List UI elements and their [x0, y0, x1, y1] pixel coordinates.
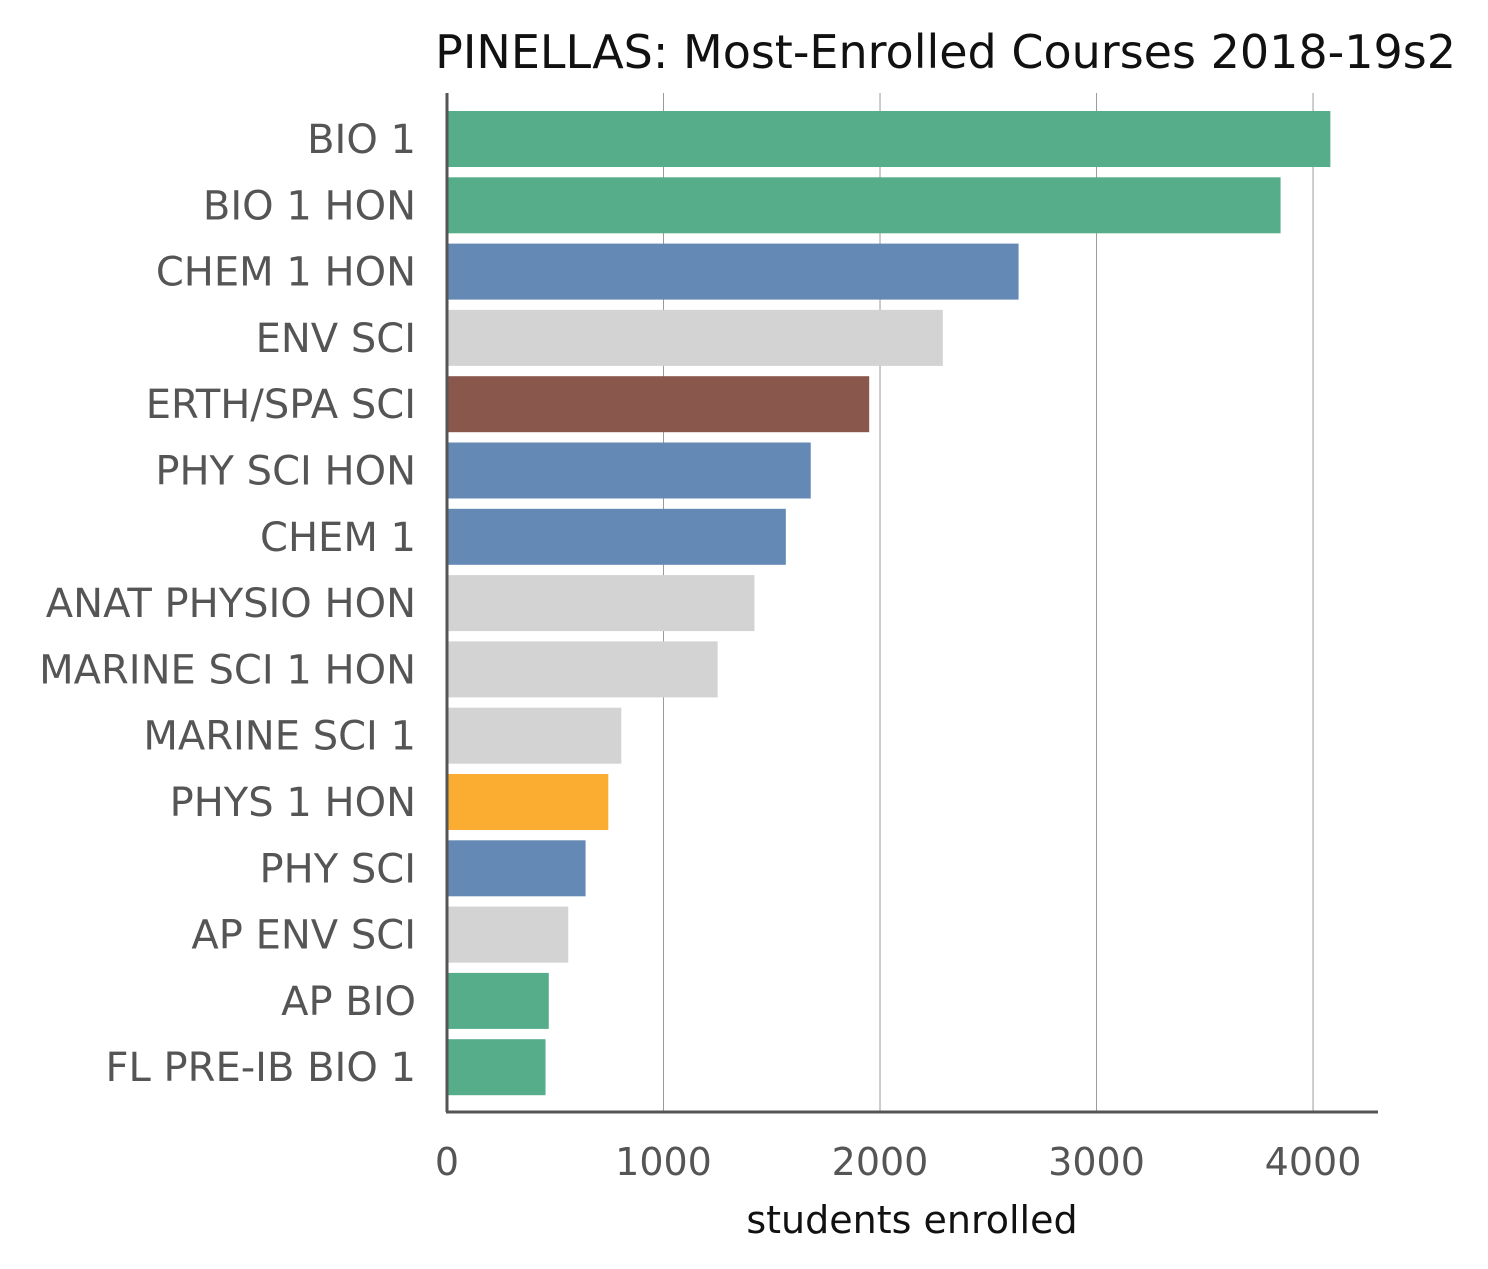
category-label: PHYS 1 HON: [170, 780, 416, 826]
category-label: CHEM 1 HON: [156, 250, 416, 296]
x-tick-label: 1000: [615, 1140, 712, 1184]
bar: [448, 1039, 546, 1096]
x-tick-labels: 0 1000 2000 3000 4000: [435, 1140, 1361, 1184]
bar: [448, 641, 718, 698]
category-labels: BIO 1 BIO 1 HON CHEM 1 HON ENV SCI ERTH/SPA …: [39, 117, 416, 1091]
category-label: AP BIO: [281, 979, 416, 1025]
x-tick-label: 0: [435, 1140, 459, 1184]
x-tick-label: 2000: [832, 1140, 929, 1184]
category-label: MARINE SCI 1 HON: [39, 647, 416, 693]
x-tick-label: 4000: [1265, 1140, 1362, 1184]
category-label: CHEM 1: [260, 515, 416, 561]
category-label: AP ENV SCI: [191, 913, 416, 959]
bar: [448, 508, 786, 565]
bar: [448, 111, 1331, 167]
bar: [448, 309, 943, 366]
x-axis-title: students enrolled: [746, 1198, 1077, 1242]
bar: [448, 972, 549, 1029]
category-label: BIO 1 HON: [203, 183, 416, 229]
category-label: PHY SCI HON: [155, 449, 416, 495]
bar: [448, 376, 870, 433]
category-label: MARINE SCI 1: [143, 714, 416, 760]
bar: [448, 906, 569, 963]
category-label: ANAT PHYSIO HON: [46, 581, 416, 627]
bar: [448, 243, 1019, 300]
x-tick-label: 3000: [1048, 1140, 1145, 1184]
bar: [448, 707, 622, 764]
category-label: ENV SCI: [256, 316, 416, 362]
category-label: FL PRE-IB BIO 1: [106, 1045, 416, 1091]
chart-title: PINELLAS: Most-Enrolled Courses 2018-19s…: [435, 25, 1456, 79]
category-label: BIO 1: [307, 117, 416, 163]
bar: [448, 177, 1281, 234]
bar: [448, 575, 755, 632]
category-label: ERTH/SPA SCI: [146, 382, 416, 428]
bar: [448, 840, 586, 897]
category-label: PHY SCI: [260, 846, 416, 892]
bar: [448, 774, 609, 830]
bar: [448, 442, 811, 499]
bars: [448, 111, 1331, 1096]
